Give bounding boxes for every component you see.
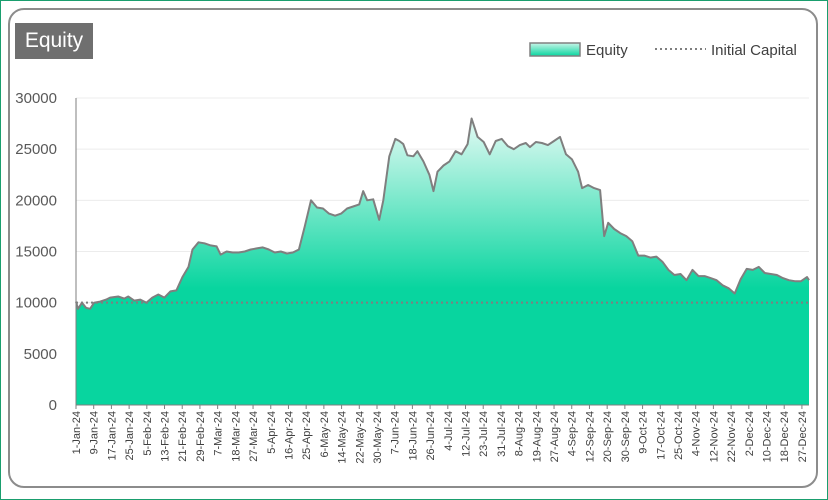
x-axis-ticks: 1-Jan-24 9-Jan-24 17-Jan-24 25-Jan-24 5-Feb-…	[71, 405, 809, 464]
y-tick-label: 5000	[24, 346, 57, 363]
x-tick-label: 22-Nov-24	[726, 411, 738, 462]
x-tick-label: 4-Nov-24	[691, 411, 703, 456]
legend-initial-capital-label: Initial Capital	[711, 42, 797, 59]
y-tick-label: 30000	[15, 90, 57, 107]
y-tick-label: 20000	[15, 192, 57, 209]
x-tick-label: 6-May-24	[319, 411, 331, 457]
x-tick-label: 2-Dec-24	[744, 411, 756, 456]
legend: Equity Initial Capital	[529, 42, 797, 59]
x-tick-label: 27-Aug-24	[549, 411, 561, 462]
x-tick-label: 9-Oct-24	[638, 411, 650, 454]
equity-line	[75, 117, 810, 310]
x-tick-label: 25-Apr-24	[301, 411, 313, 460]
x-tick-label: 26-Jun-24	[425, 411, 437, 461]
x-tick-label: 31-Jul-24	[496, 411, 508, 457]
y-tick-label: 15000	[15, 244, 57, 261]
x-tick-label: 16-Apr-24	[283, 411, 295, 460]
x-tick-label: 19-Aug-24	[531, 411, 543, 462]
legend-equity-label: Equity	[586, 42, 628, 59]
x-tick-label: 7-Mar-24	[213, 411, 225, 456]
chart-title: Equity	[15, 23, 93, 59]
x-tick-label: 29-Feb-24	[195, 411, 207, 462]
x-tick-label: 13-Feb-24	[160, 411, 172, 462]
y-tick-label: 10000	[15, 295, 57, 312]
x-tick-label: 30-May-24	[372, 411, 384, 464]
x-tick-label: 17-Jan-24	[106, 411, 118, 461]
equity-area	[76, 118, 809, 405]
x-tick-label: 25-Jan-24	[124, 411, 136, 461]
x-tick-label: 5-Feb-24	[142, 411, 154, 456]
x-tick-label: 7-Jun-24	[390, 411, 402, 454]
x-tick-label: 12-Sep-24	[584, 411, 596, 462]
axes	[75, 98, 809, 406]
y-tick-label: 25000	[15, 141, 57, 158]
y-axis-ticks: 0 5000 10000 15000 20000 25000 30000	[15, 90, 57, 414]
x-tick-label: 9-Jan-24	[89, 411, 101, 454]
x-tick-label: 18-Dec-24	[779, 411, 791, 462]
x-tick-label: 1-Jan-24	[71, 411, 83, 454]
x-tick-label: 8-Aug-24	[514, 411, 526, 456]
x-tick-label: 30-Sep-24	[620, 411, 632, 462]
x-tick-label: 23-Jul-24	[478, 411, 490, 457]
x-tick-label: 21-Feb-24	[177, 411, 189, 462]
x-tick-label: 10-Dec-24	[762, 411, 774, 462]
x-tick-label: 27-Mar-24	[248, 411, 260, 462]
x-tick-label: 20-Sep-24	[602, 411, 614, 462]
x-tick-label: 18-Jun-24	[407, 411, 419, 461]
x-tick-label: 22-May-24	[354, 411, 366, 464]
x-tick-label: 12-Nov-24	[708, 411, 720, 462]
x-tick-label: 5-Apr-24	[266, 411, 278, 454]
x-tick-label: 4-Jul-24	[443, 411, 455, 451]
y-tick-label: 0	[49, 397, 57, 414]
plot-area	[75, 117, 810, 405]
x-tick-label: 27-Dec-24	[797, 411, 809, 462]
legend-equity-swatch	[529, 42, 581, 57]
x-tick-label: 14-May-24	[337, 411, 349, 464]
x-tick-label: 25-Oct-24	[673, 411, 685, 460]
x-tick-label: 18-Mar-24	[230, 411, 242, 462]
x-tick-label: 12-Jul-24	[461, 411, 473, 457]
x-tick-label: 17-Oct-24	[655, 411, 667, 460]
x-tick-label: 4-Sep-24	[567, 411, 579, 456]
